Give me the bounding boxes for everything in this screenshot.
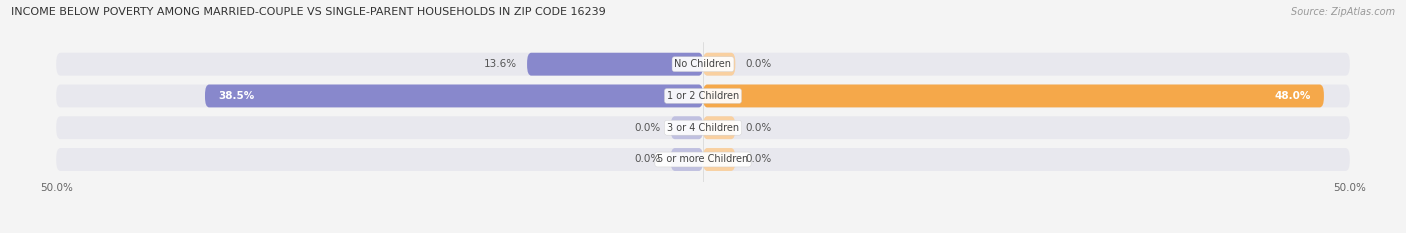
FancyBboxPatch shape — [703, 53, 1350, 76]
FancyBboxPatch shape — [671, 148, 703, 171]
FancyBboxPatch shape — [205, 85, 703, 107]
FancyBboxPatch shape — [703, 85, 1350, 107]
Text: 0.0%: 0.0% — [745, 59, 772, 69]
FancyBboxPatch shape — [671, 116, 703, 139]
Text: INCOME BELOW POVERTY AMONG MARRIED-COUPLE VS SINGLE-PARENT HOUSEHOLDS IN ZIP COD: INCOME BELOW POVERTY AMONG MARRIED-COUPL… — [11, 7, 606, 17]
FancyBboxPatch shape — [56, 53, 703, 76]
FancyBboxPatch shape — [56, 116, 703, 139]
FancyBboxPatch shape — [527, 53, 703, 76]
FancyBboxPatch shape — [703, 116, 735, 139]
FancyBboxPatch shape — [703, 53, 735, 76]
Text: 0.0%: 0.0% — [745, 123, 772, 133]
Legend: Married Couples, Single Parents: Married Couples, Single Parents — [600, 231, 806, 233]
Text: 5 or more Children: 5 or more Children — [658, 154, 748, 164]
FancyBboxPatch shape — [703, 85, 1324, 107]
FancyBboxPatch shape — [703, 116, 1350, 139]
Text: 3 or 4 Children: 3 or 4 Children — [666, 123, 740, 133]
FancyBboxPatch shape — [703, 148, 1350, 171]
FancyBboxPatch shape — [703, 148, 735, 171]
Text: 48.0%: 48.0% — [1275, 91, 1310, 101]
FancyBboxPatch shape — [56, 148, 703, 171]
Text: No Children: No Children — [675, 59, 731, 69]
Text: 1 or 2 Children: 1 or 2 Children — [666, 91, 740, 101]
Text: 0.0%: 0.0% — [634, 154, 661, 164]
Text: 0.0%: 0.0% — [745, 154, 772, 164]
Text: 13.6%: 13.6% — [484, 59, 517, 69]
Text: 38.5%: 38.5% — [218, 91, 254, 101]
FancyBboxPatch shape — [56, 85, 703, 107]
Text: 0.0%: 0.0% — [634, 123, 661, 133]
Text: Source: ZipAtlas.com: Source: ZipAtlas.com — [1291, 7, 1395, 17]
